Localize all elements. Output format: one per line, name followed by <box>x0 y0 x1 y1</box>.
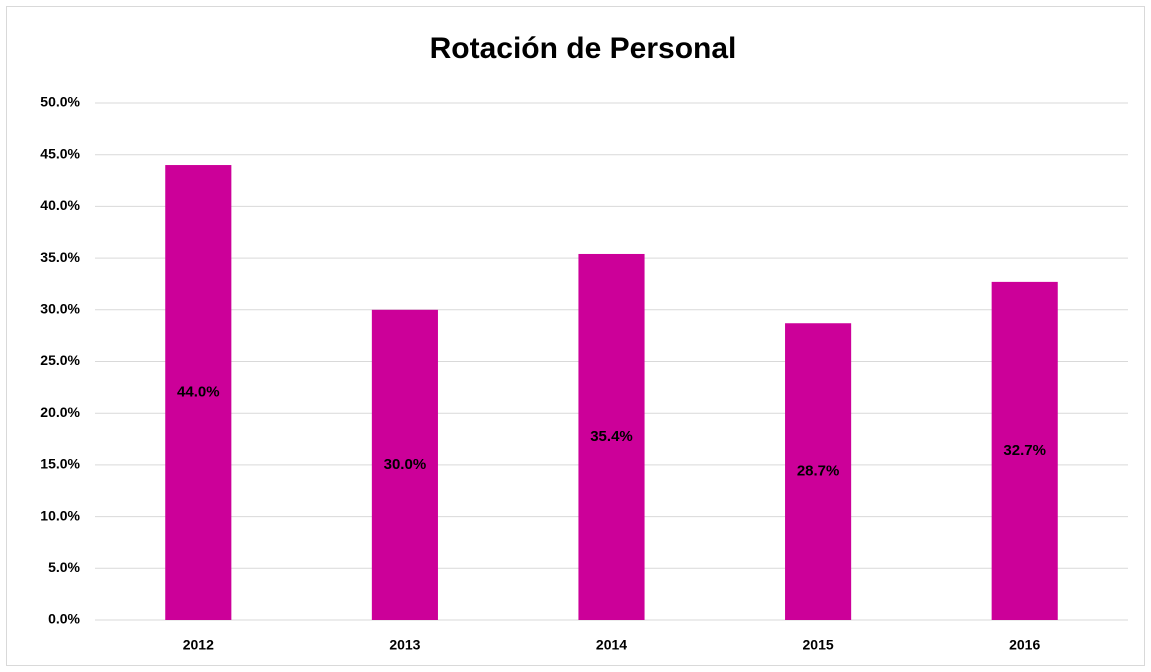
y-tick-label: 0.0% <box>48 611 80 627</box>
y-tick-label: 40.0% <box>40 197 80 213</box>
data-label: 30.0% <box>384 456 427 473</box>
data-label: 28.7% <box>797 463 840 480</box>
y-tick-label: 30.0% <box>40 301 80 317</box>
x-tick-label: 2013 <box>389 637 420 653</box>
data-label: 32.7% <box>1003 442 1046 459</box>
y-tick-label: 15.0% <box>40 456 80 472</box>
data-label: 35.4% <box>590 428 633 445</box>
y-tick-label: 50.0% <box>40 94 80 110</box>
y-tick-label: 5.0% <box>48 559 80 575</box>
y-tick-label: 45.0% <box>40 145 80 161</box>
bar <box>785 323 852 620</box>
y-tick-label: 25.0% <box>40 352 80 368</box>
y-tick-label: 10.0% <box>40 507 80 523</box>
bar <box>165 165 232 621</box>
data-label: 44.0% <box>177 383 220 400</box>
x-tick-label: 2012 <box>183 637 214 653</box>
bar <box>578 253 645 621</box>
x-tick-label: 2016 <box>1009 637 1040 653</box>
x-tick-label: 2014 <box>596 637 627 653</box>
chart-title: Rotación de Personal <box>430 32 737 65</box>
y-tick-label: 35.0% <box>40 249 80 265</box>
y-tick-label: 20.0% <box>40 404 80 420</box>
bar <box>991 281 1058 620</box>
bar <box>371 309 438 620</box>
x-tick-label: 2015 <box>803 637 834 653</box>
